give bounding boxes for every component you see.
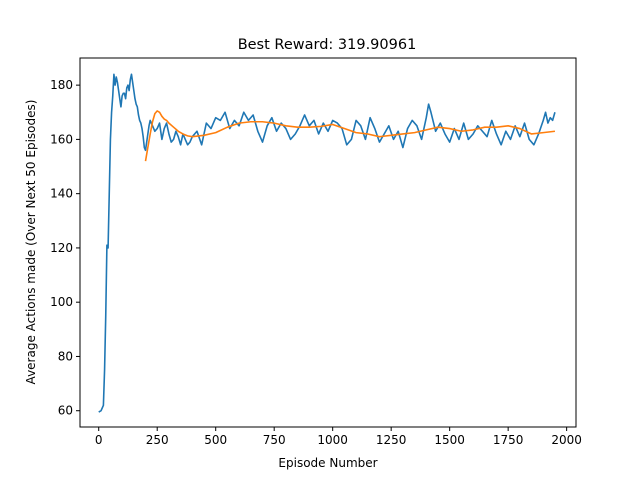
series-line-2 [144, 110, 556, 162]
x-tick-label: 750 [263, 433, 286, 447]
x-tick-label: 2000 [551, 433, 582, 447]
x-tick-label: 1500 [434, 433, 465, 447]
x-tick-label: 1000 [317, 433, 348, 447]
y-tick-label: 100 [50, 295, 73, 309]
chart-title: Best Reward: 319.90961 [238, 37, 417, 53]
x-tick-label: 0 [95, 433, 103, 447]
plot-area [98, 73, 556, 413]
y-tick-label: 180 [50, 78, 73, 92]
series-line-1 [98, 73, 556, 413]
plot-frame [79, 57, 577, 428]
y-tick-label: 80 [58, 349, 73, 363]
y-tick-label: 60 [58, 404, 73, 418]
x-axis-label: Episode Number [278, 456, 377, 470]
x-tick-label: 250 [146, 433, 169, 447]
y-tick-label: 140 [50, 187, 73, 201]
x-tick-label: 1750 [493, 433, 524, 447]
y-axis-label: Average Actions made (Over Next 50 Episo… [24, 100, 38, 385]
x-tick-label: 1250 [376, 433, 407, 447]
y-tick-label: 160 [50, 132, 73, 146]
x-tick-label: 500 [204, 433, 227, 447]
y-tick-label: 120 [50, 241, 73, 255]
